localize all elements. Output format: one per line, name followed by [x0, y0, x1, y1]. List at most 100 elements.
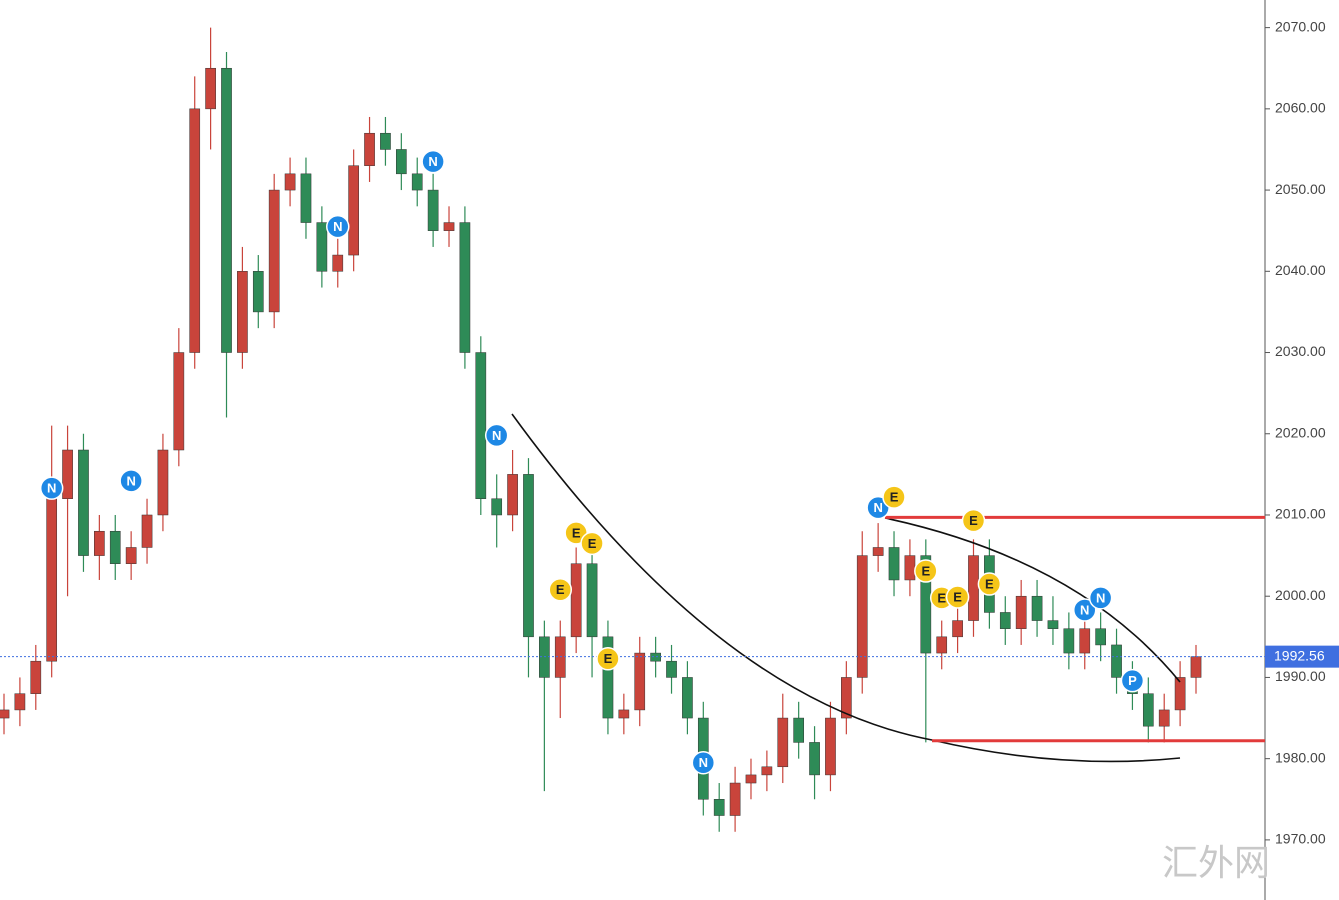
candle-body — [94, 530, 105, 556]
event-marker-label: E — [937, 590, 946, 605]
event-marker-label: N — [1080, 602, 1089, 617]
event-marker — [39, 476, 64, 500]
candle-body — [745, 774, 757, 784]
candle-body — [364, 132, 375, 166]
candle-body — [221, 67, 232, 353]
candle-body — [1095, 628, 1106, 646]
candle-body — [78, 449, 89, 556]
event-marker — [691, 750, 716, 775]
event-marker — [548, 577, 573, 602]
candles — [0, 27, 1202, 832]
candle-body — [300, 173, 312, 223]
candle-body — [872, 547, 884, 556]
candle-body — [586, 563, 598, 638]
event-marker-label: E — [953, 589, 962, 604]
event-marker — [1088, 586, 1113, 610]
watermark: 汇外网 — [1162, 843, 1270, 884]
event-marker — [1120, 668, 1145, 693]
candle-body — [14, 693, 26, 711]
candle-body — [570, 563, 582, 638]
y-tick-label: 1990.00 — [1275, 668, 1326, 684]
candle-body — [46, 498, 58, 662]
candle-body — [157, 449, 169, 516]
y-tick-label: 2050.00 — [1275, 181, 1326, 197]
candle-body — [888, 547, 900, 581]
candle-body — [1047, 620, 1059, 629]
event-marker-label: E — [890, 490, 899, 505]
trend-curve — [931, 739, 1181, 763]
candle-body — [1142, 693, 1154, 727]
event-marker — [484, 423, 509, 448]
event-marker-label: N — [1096, 590, 1105, 605]
event-marker — [119, 469, 143, 493]
candle-body — [968, 555, 979, 621]
candle-body — [189, 108, 201, 353]
event-marker — [580, 531, 604, 556]
candle-body — [618, 709, 630, 719]
y-tick-label: 1970.00 — [1275, 831, 1326, 847]
event-marker — [882, 485, 906, 509]
candle-body — [1079, 628, 1091, 654]
event-marker-label: P — [1128, 673, 1137, 688]
candle-body — [507, 474, 518, 516]
trend-curve — [884, 517, 1181, 683]
candle-body — [284, 173, 296, 191]
candle-body — [268, 189, 280, 313]
candle-body — [523, 474, 534, 638]
candle-body — [30, 660, 42, 694]
candle-body — [332, 254, 344, 272]
candle-body — [1158, 709, 1170, 727]
candle-body — [237, 271, 248, 353]
candle-body — [491, 498, 503, 516]
candle-body — [0, 709, 10, 719]
candle-body — [761, 766, 773, 776]
candle-body — [952, 620, 963, 638]
event-marker-label: E — [921, 563, 930, 578]
candle-body — [252, 271, 264, 313]
event-marker — [326, 214, 350, 239]
event-marker — [945, 585, 970, 609]
candle-body — [1174, 677, 1186, 711]
candle-body — [841, 677, 852, 719]
event-marker — [421, 149, 445, 174]
candle-body — [904, 555, 916, 581]
candle-body — [1190, 656, 1202, 678]
candle-body — [713, 799, 725, 816]
candle-body — [411, 173, 423, 191]
event-marker-label: E — [572, 525, 581, 540]
event-marker — [961, 508, 986, 533]
event-marker — [977, 572, 1002, 596]
event-marker-label: E — [969, 513, 978, 528]
candle-body — [936, 636, 948, 654]
candle-body — [62, 449, 73, 499]
event-marker-label: N — [492, 428, 501, 443]
event-marker — [914, 559, 938, 583]
event-marker-label: N — [47, 481, 56, 496]
candle-body — [459, 222, 471, 353]
candle-body — [348, 165, 359, 256]
candle-body — [443, 222, 455, 231]
event-marker — [1072, 598, 1097, 622]
last-price-label: 1992.56 — [1274, 647, 1325, 663]
candle-body — [999, 612, 1011, 629]
y-tick-label: 2070.00 — [1275, 18, 1326, 34]
candle-body — [427, 189, 439, 231]
candle-body — [920, 555, 932, 654]
y-tick-label: 2060.00 — [1275, 100, 1326, 116]
candle-body — [856, 555, 868, 678]
y-tick-label: 2040.00 — [1275, 262, 1326, 278]
y-tick-label: 2020.00 — [1275, 424, 1326, 440]
candle-body — [173, 352, 185, 451]
candle-body — [475, 352, 487, 499]
candle-body — [682, 677, 693, 719]
candle-body — [316, 222, 328, 272]
candle-body — [825, 717, 836, 776]
event-marker-label: E — [556, 582, 565, 597]
event-marker-label: N — [873, 500, 882, 515]
event-marker-label: E — [588, 536, 597, 551]
candle-body — [1063, 628, 1075, 654]
event-marker-label: E — [604, 651, 613, 666]
